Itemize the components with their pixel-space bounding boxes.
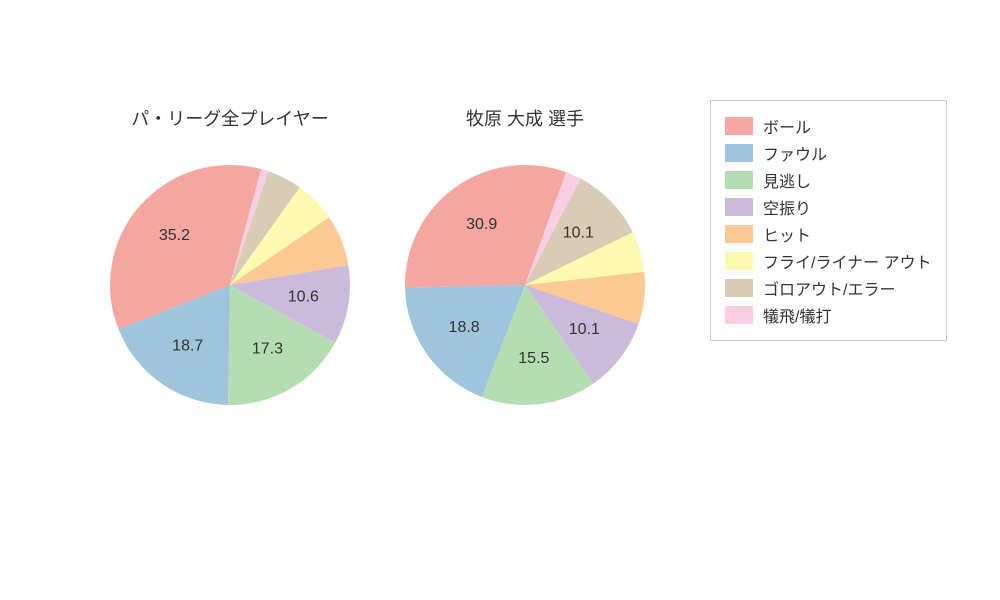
legend-swatch-sac (725, 306, 753, 324)
legend-label-hit: ヒット (763, 222, 811, 246)
pie-slice-label-looking: 17.3 (252, 341, 283, 358)
pie-slice-label-swing: 10.1 (569, 321, 600, 338)
legend-swatch-swing (725, 198, 753, 216)
legend-item-groundout: ゴロアウト/エラー (725, 276, 932, 300)
pie-slice-label-ball: 35.2 (159, 227, 190, 244)
legend-swatch-ball (725, 117, 753, 135)
legend-label-flyout: フライ/ライナー アウト (763, 249, 932, 273)
legend-swatch-hit (725, 225, 753, 243)
pie-title-league: パ・リーグ全プレイヤー (100, 105, 360, 131)
legend-label-groundout: ゴロアウト/エラー (763, 276, 895, 300)
legend-item-swing: 空振り (725, 195, 932, 219)
legend-label-ball: ボール (763, 114, 811, 138)
pie-slice-label-foul: 18.8 (449, 319, 480, 336)
legend-label-looking: 見逃し (763, 168, 811, 192)
legend-swatch-foul (725, 144, 753, 162)
legend-swatch-flyout (725, 252, 753, 270)
pie-slice-label-ball: 30.9 (466, 216, 497, 233)
pie-title-player: 牧原 大成 選手 (395, 105, 655, 131)
pie-slice-label-foul: 18.7 (172, 337, 203, 354)
legend-label-foul: ファウル (763, 141, 827, 165)
legend-item-flyout: フライ/ライナー アウト (725, 249, 932, 273)
pie-chart-player: 30.9 18.8 15.5 10.1 10.1 (395, 155, 655, 415)
legend-item-foul: ファウル (725, 141, 932, 165)
legend: ボールファウル見逃し空振りヒットフライ/ライナー アウトゴロアウト/エラー犠飛/… (710, 100, 947, 341)
pie-slice-label-looking: 15.5 (518, 350, 549, 367)
legend-swatch-groundout (725, 279, 753, 297)
legend-label-sac: 犠飛/犠打 (763, 303, 831, 327)
pie-chart-league: 35.2 18.7 17.3 10.6 (100, 155, 360, 415)
legend-item-ball: ボール (725, 114, 932, 138)
legend-item-looking: 見逃し (725, 168, 932, 192)
legend-swatch-looking (725, 171, 753, 189)
pie-slice-label-swing: 10.6 (288, 289, 319, 306)
legend-label-swing: 空振り (763, 195, 811, 219)
chart-container: パ・リーグ全プレイヤー 35.2 18.7 17.3 10.6 牧原 大成 選手 30… (0, 0, 1000, 600)
pie-slice-label-groundout: 10.1 (563, 224, 594, 241)
legend-item-sac: 犠飛/犠打 (725, 303, 932, 327)
legend-item-hit: ヒット (725, 222, 932, 246)
